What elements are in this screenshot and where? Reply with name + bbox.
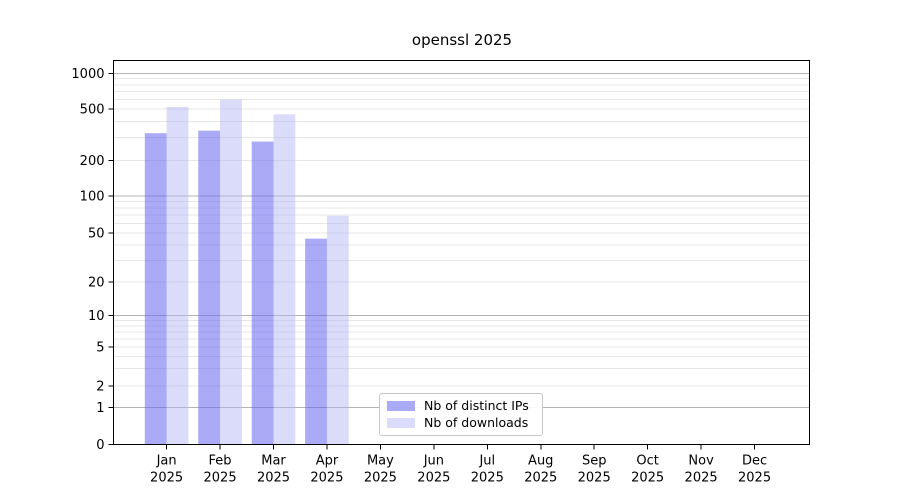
x-axis-tick-label-year: 2025 [685,471,718,486]
x-axis-tick-label-year: 2025 [578,471,611,486]
x-axis-tick-label-month: Jul [478,454,495,469]
x-axis-tick-label-month: Dec [742,454,767,469]
chart-title: openssl 2025 [411,31,513,49]
y-axis-tick-label: 1000 [71,67,104,82]
bar-apr-downloads [326,215,349,445]
x-axis-tick-label-year: 2025 [631,471,664,486]
x-axis-tick-label-year: 2025 [471,471,504,486]
y-axis-tick-label: 1 [96,401,104,416]
y-axis-tick-label: 500 [80,103,105,118]
legend-label-downloads: Nb of downloads [424,415,529,430]
x-axis-tick-label-month: Jun [423,454,444,469]
plot-border [113,60,810,445]
y-axis-tick-label: 10 [88,309,105,324]
legend-swatch-downloads-icon [387,418,415,429]
bar-feb-distinct-ips [198,130,221,445]
legend-swatch-distinct-ips-icon [387,400,415,411]
bar-mar-distinct-ips [251,141,274,445]
y-axis-tick-label: 100 [80,190,105,205]
bar-feb-downloads [220,99,242,445]
x-axis-tick-label-month: Jan [156,454,177,469]
y-axis-tick-label: 200 [80,154,105,169]
x-axis-tick-label-year: 2025 [364,471,397,486]
bar-mar-downloads [273,114,296,445]
x-axis-tick-label-month: Apr [316,454,339,469]
y-axis-tick-label: 0 [96,438,104,453]
x-axis-tick-label-month: Sep [582,454,607,469]
y-axis-tick-label: 20 [88,276,105,291]
bar-apr-distinct-ips [305,238,327,445]
legend-item-distinct-ips: Nb of distinct IPs [387,397,535,413]
x-axis-tick-label-year: 2025 [417,471,450,486]
x-axis-tick-label-month: Oct [636,454,658,469]
y-axis-tick-label: 50 [88,227,105,242]
x-axis-tick-label-year: 2025 [257,471,290,486]
x-axis-tick-label-year: 2025 [738,471,771,486]
x-axis-tick-label-year: 2025 [310,471,343,486]
y-axis-tick-label: 5 [96,341,104,356]
bar-jan-downloads [166,106,189,445]
x-axis-tick-label-month: May [367,454,394,469]
x-axis-tick-label-month: Mar [261,454,286,469]
legend-item-downloads: Nb of downloads [387,415,535,430]
bar-jan-distinct-ips [144,133,167,445]
x-axis-tick-label-year: 2025 [150,471,183,486]
legend: Nb of distinct IPs Nb of downloads [379,393,543,436]
x-axis-tick-label-month: Feb [209,454,232,469]
legend-label-distinct-ips: Nb of distinct IPs [424,397,529,413]
x-axis-tick-label-year: 2025 [204,471,237,486]
y-axis-tick-label: 2 [96,380,104,395]
x-axis-tick-label-month: Nov [688,454,714,469]
x-axis-tick-label-month: Aug [528,454,553,469]
x-axis-tick-label-year: 2025 [524,471,557,486]
